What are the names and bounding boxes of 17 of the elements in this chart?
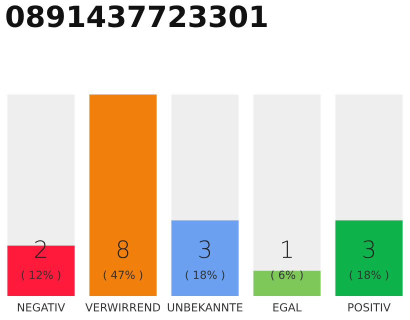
x-tick-label: POSITIV [348, 303, 391, 312]
data-label: 2 [35, 240, 46, 258]
annotation: ( 18% ) [186, 270, 224, 280]
x-tick-label: EGAL [273, 303, 302, 312]
annotation: ( 18% ) [350, 270, 388, 280]
chart-title: 0891437723301 [6, 5, 267, 28]
data-label: 8 [118, 240, 128, 258]
x-tick-label: NEGATIV [18, 303, 66, 312]
data-label: 3 [363, 240, 374, 258]
annotation: ( 12% ) [22, 270, 60, 280]
annotation: ( 47% ) [104, 270, 142, 280]
x-tick-label: VERWIRREND [85, 303, 160, 312]
data-label: 1 [282, 240, 292, 258]
data-label: 3 [199, 240, 210, 258]
bar [253, 270, 321, 296]
x-tick-label: UNBEKANNTE [168, 303, 242, 312]
annotation: ( 6% ) [271, 270, 303, 280]
